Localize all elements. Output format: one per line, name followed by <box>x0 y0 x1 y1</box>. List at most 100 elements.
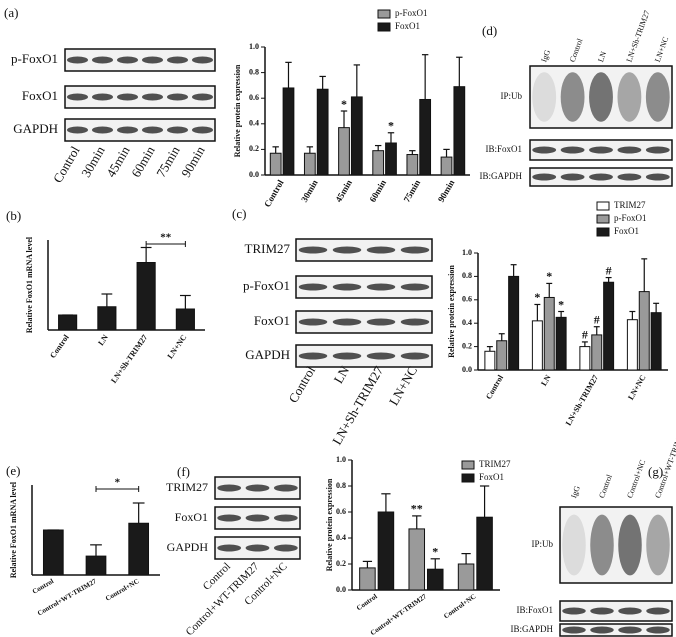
y-tick-label: 0.8 <box>249 67 259 76</box>
blot-band <box>400 352 430 360</box>
blot-band <box>245 544 270 552</box>
blot-band <box>589 72 613 122</box>
blot-band <box>245 484 270 492</box>
blot-band <box>645 146 670 154</box>
blot-band <box>560 72 585 122</box>
blot-band <box>590 607 614 615</box>
blot-band <box>400 283 430 291</box>
blot-box <box>559 506 673 584</box>
bar <box>555 316 567 371</box>
blot-band <box>646 626 670 634</box>
blot-row-label: IP:Ub <box>531 539 553 549</box>
blot-band <box>117 93 138 101</box>
x-tick-label: 45min <box>333 178 354 204</box>
bar <box>85 555 107 576</box>
legend-swatch <box>377 9 391 19</box>
x-tick-label: 60min <box>367 178 388 204</box>
blot-lane-label: Control+NC <box>625 459 647 500</box>
x-tick-label: Control+NC <box>104 577 140 603</box>
significance-label: * <box>341 97 347 111</box>
x-tick-label: 30min <box>299 178 320 204</box>
blot-lane-label: Control <box>568 37 585 64</box>
legend-swatch <box>461 460 475 470</box>
bar <box>440 156 453 176</box>
blot-band <box>192 93 213 101</box>
x-tick-label: Control <box>262 178 286 209</box>
blot-band <box>217 484 242 492</box>
blot-band <box>67 126 88 134</box>
y-tick-label: 0.8 <box>336 481 346 490</box>
blot-band <box>366 246 396 254</box>
blot-band <box>217 514 242 522</box>
blot-band <box>532 146 557 154</box>
blot-band <box>332 283 362 291</box>
blot-box <box>295 238 433 262</box>
blot-band <box>366 283 396 291</box>
bar <box>58 314 78 331</box>
y-axis-label: Relative protein expression <box>233 64 242 157</box>
significance-label: * <box>432 545 438 559</box>
blot-band <box>192 56 213 64</box>
blot-band <box>245 514 270 522</box>
significance-label: ** <box>411 502 423 516</box>
blot-row-label: p-FoxO1 <box>11 51 58 66</box>
blot-row-label: IP:Ub <box>500 91 522 101</box>
blot-row-label: FoxO1 <box>175 510 208 524</box>
y-axis-label: Relative protein expression <box>325 478 334 571</box>
bracket-label: ** <box>160 232 172 244</box>
panel-label: (a) <box>4 5 18 20</box>
blot-lane-label: 60min <box>128 143 158 180</box>
y-tick-label: 0.2 <box>336 559 346 568</box>
bar <box>42 529 64 576</box>
x-tick-label: LN+NC <box>166 333 189 361</box>
blot-box <box>295 310 433 334</box>
blot-band <box>92 126 113 134</box>
blot-band <box>298 318 328 326</box>
blot-row-label: FoxO1 <box>254 313 290 328</box>
blot-box <box>295 344 433 368</box>
legend-swatch <box>461 473 475 483</box>
blot-lane-label: 75min <box>153 143 183 180</box>
blot-band <box>273 514 298 522</box>
blot-band <box>560 173 585 181</box>
bar <box>484 350 496 371</box>
blot-lane-label: LN+NC <box>653 36 670 64</box>
blot-band <box>92 93 113 101</box>
significance-label: # <box>582 328 588 342</box>
bar <box>638 291 650 371</box>
bar <box>591 334 603 371</box>
bar <box>419 98 432 176</box>
significance-label: * <box>388 119 394 133</box>
blot-row-label: TRIM27 <box>166 480 208 494</box>
blot-band <box>645 72 670 122</box>
blot-band <box>589 146 613 154</box>
bar <box>408 528 426 591</box>
x-tick-label: Control+NC <box>442 592 477 620</box>
blot-row-label: IB:GAPDH <box>510 624 553 634</box>
legend-label: FoxO1 <box>395 21 420 31</box>
blot-band <box>273 544 298 552</box>
x-tick-label: LN+Sh-TRIM27 <box>109 333 149 385</box>
bracket-label: * <box>115 477 121 489</box>
blot-band <box>298 246 328 254</box>
blot-band <box>167 56 188 64</box>
blot-band <box>617 72 642 122</box>
blot-band <box>646 514 670 576</box>
y-tick-label: 0.4 <box>462 318 472 327</box>
blot-band <box>142 93 163 101</box>
significance-label: * <box>534 290 540 304</box>
blot-band <box>67 93 88 101</box>
bar <box>626 319 638 371</box>
bar <box>453 86 466 176</box>
y-tick-label: 0.0 <box>336 585 346 594</box>
blot-band <box>532 173 557 181</box>
x-tick-label: LN <box>539 373 552 387</box>
y-tick-label: 0.6 <box>336 507 346 516</box>
legend-label: FoxO1 <box>479 472 504 482</box>
blot-row-label: IB:FoxO1 <box>516 605 553 615</box>
blot-band <box>560 146 585 154</box>
legend-swatch <box>596 214 610 224</box>
legend-swatch <box>377 22 391 32</box>
x-tick-label: Control <box>48 332 71 360</box>
y-axis-label: Relative FoxO1 mRNA level <box>9 481 18 578</box>
